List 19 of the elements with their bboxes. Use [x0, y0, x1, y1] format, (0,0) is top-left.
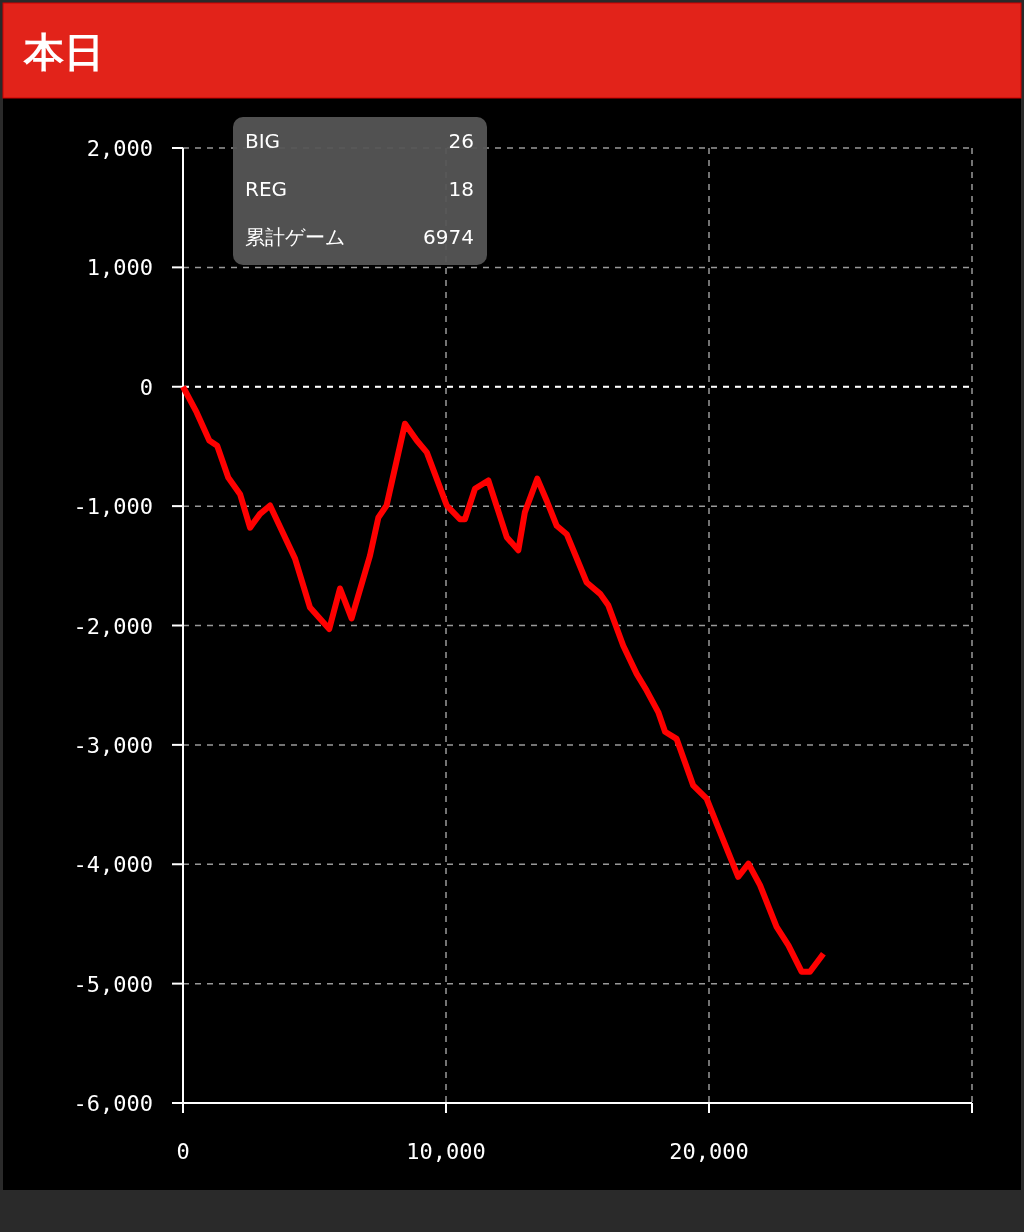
- annotation: 18: [448, 177, 474, 201]
- annotation: 6974: [423, 225, 474, 249]
- annotation: REG: [245, 177, 288, 201]
- chart-title: 本日: [23, 29, 104, 75]
- x-tick-label: 0: [176, 1139, 190, 1164]
- x-tick-label: 10,000: [406, 1139, 486, 1164]
- y-tick-label: 1,000: [86, 255, 153, 281]
- y-tick-label: -3,000: [73, 732, 153, 758]
- y-tick-label: -1,000: [73, 494, 153, 520]
- annotation: 累計ゲーム: [245, 225, 345, 249]
- y-tick-label: 0: [139, 374, 153, 400]
- y-tick-label: -2,000: [73, 613, 153, 639]
- x-tick-label: 20,000: [669, 1139, 749, 1164]
- y-tick-label: -5,000: [73, 971, 153, 997]
- annotation: 26: [448, 129, 474, 153]
- y-tick-label: -6,000: [73, 1091, 153, 1116]
- y-tick-label: -4,000: [73, 852, 153, 878]
- y-tick-label: 2,000: [86, 136, 153, 161]
- annotation: BIG: [245, 129, 281, 153]
